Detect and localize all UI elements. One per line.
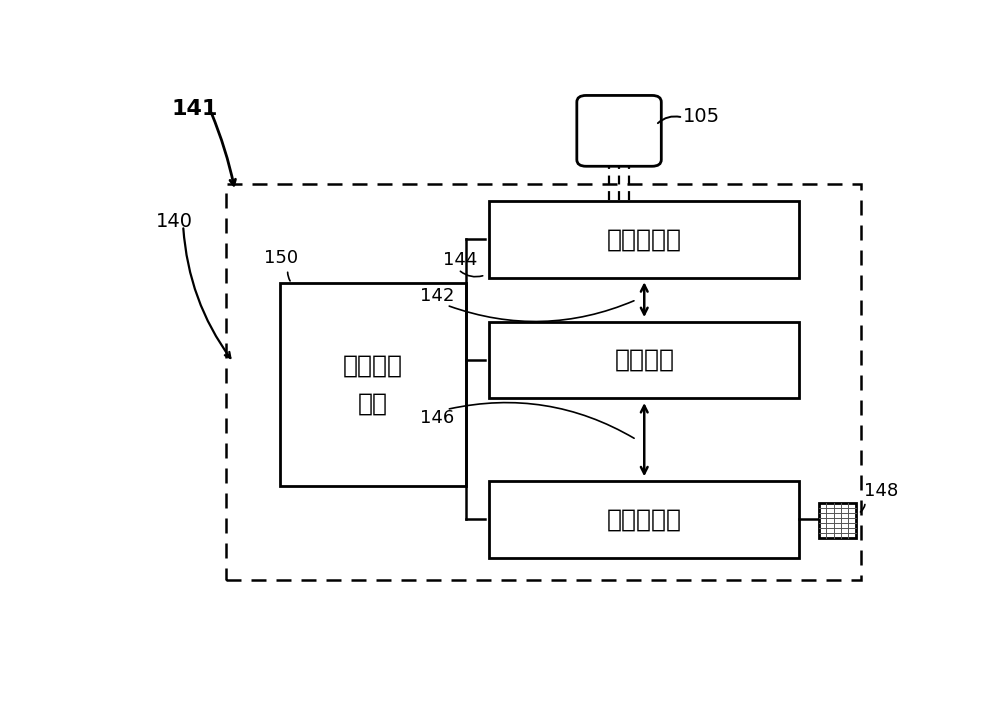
Text: 微控制器: 微控制器	[614, 348, 674, 372]
Text: 141: 141	[172, 99, 218, 119]
Text: 无线收发器: 无线收发器	[607, 227, 682, 251]
Bar	[489, 201, 799, 277]
Bar	[226, 185, 861, 580]
Text: 140: 140	[156, 212, 193, 231]
Bar	[819, 503, 856, 538]
Text: 146: 146	[420, 409, 454, 428]
Text: 电力管理: 电力管理	[343, 354, 403, 378]
Text: 模块: 模块	[358, 392, 388, 416]
Text: 142: 142	[420, 287, 454, 305]
Bar	[489, 322, 799, 399]
Text: 105: 105	[683, 107, 720, 126]
Bar	[280, 283, 466, 486]
Text: 脉冲发生器: 脉冲发生器	[607, 507, 682, 531]
Bar	[489, 481, 799, 558]
FancyBboxPatch shape	[577, 96, 661, 166]
Text: 144: 144	[443, 252, 477, 270]
Text: 150: 150	[264, 249, 299, 267]
Text: 148: 148	[864, 482, 898, 500]
